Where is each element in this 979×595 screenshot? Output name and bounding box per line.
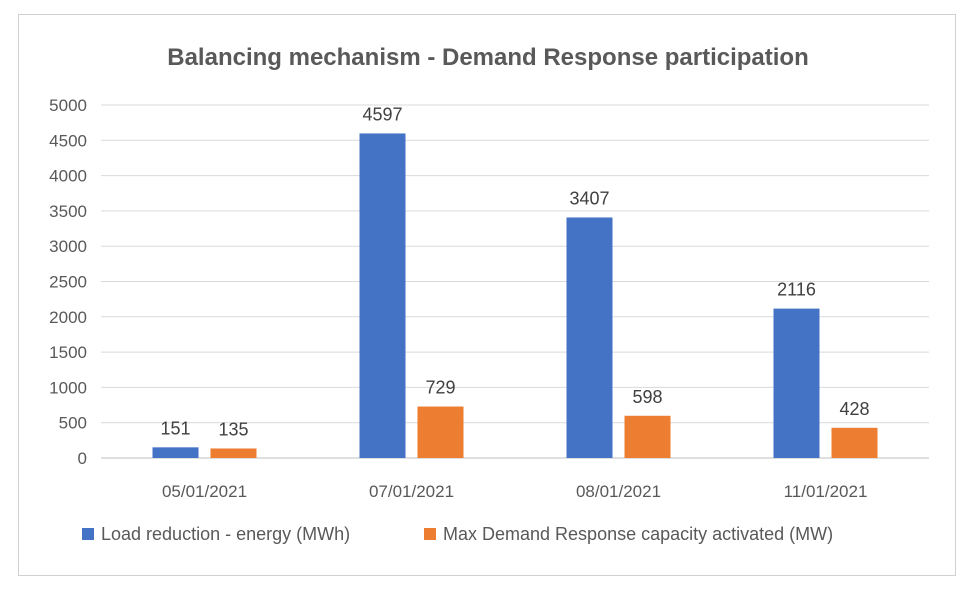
legend-swatch <box>82 528 94 540</box>
legend-label: Load reduction - energy (MWh) <box>101 524 350 544</box>
data-label: 729 <box>425 378 455 398</box>
bar-series-1 <box>773 308 820 458</box>
y-tick-label: 3500 <box>49 202 87 221</box>
y-tick-label: 1000 <box>49 378 87 397</box>
y-tick-label: 5000 <box>49 96 87 115</box>
chart-frame: Balancing mechanism - Demand Response pa… <box>18 14 956 576</box>
bars <box>152 133 878 459</box>
bar-series-1 <box>566 217 613 458</box>
bar-series-1 <box>152 447 199 458</box>
y-tick-label: 2000 <box>49 308 87 327</box>
data-label: 2116 <box>777 280 816 300</box>
y-tick-label: 3000 <box>49 237 87 256</box>
data-label: 598 <box>632 387 662 407</box>
gridlines <box>101 104 929 459</box>
y-tick-label: 1500 <box>49 343 87 362</box>
data-label: 4597 <box>362 104 402 124</box>
chart-title: Balancing mechanism - Demand Response pa… <box>167 44 808 71</box>
x-axis-ticks: 05/01/2021 07/01/2021 08/01/2021 11/01/2021 <box>162 482 867 501</box>
data-label: 135 <box>218 419 248 439</box>
x-tick-label: 05/01/2021 <box>162 482 247 501</box>
bar-series-2 <box>210 448 257 458</box>
data-label: 151 <box>160 418 190 438</box>
bar-series-1 <box>359 133 406 459</box>
y-tick-label: 2500 <box>49 273 87 292</box>
legend-entry: Max Demand Response capacity activated (… <box>424 524 833 544</box>
bar-series-2 <box>831 427 878 458</box>
legend: Load reduction - energy (MWh) Max Demand … <box>82 524 833 544</box>
bar-chart: Balancing mechanism - Demand Response pa… <box>49 44 929 544</box>
data-labels: 151 135 4597 729 3407 598 2116 428 <box>160 104 869 439</box>
bar-series-2 <box>417 406 464 458</box>
legend-label: Max Demand Response capacity activated (… <box>443 524 833 544</box>
y-tick-label: 4000 <box>49 167 87 186</box>
y-axis-ticks: 0 500 1000 1500 2000 2500 3000 3500 4000 4500 5000 <box>49 96 87 468</box>
data-label: 3407 <box>569 188 609 208</box>
x-tick-label: 11/01/2021 <box>784 482 868 501</box>
y-tick-label: 4500 <box>49 131 87 150</box>
y-tick-label: 500 <box>59 414 87 433</box>
legend-entry: Load reduction - energy (MWh) <box>82 524 350 544</box>
bar-series-2 <box>624 415 671 458</box>
x-tick-label: 07/01/2021 <box>369 482 454 501</box>
y-tick-label: 0 <box>78 449 87 468</box>
x-tick-label: 08/01/2021 <box>576 482 661 501</box>
data-label: 428 <box>839 399 869 419</box>
legend-swatch <box>424 528 436 540</box>
